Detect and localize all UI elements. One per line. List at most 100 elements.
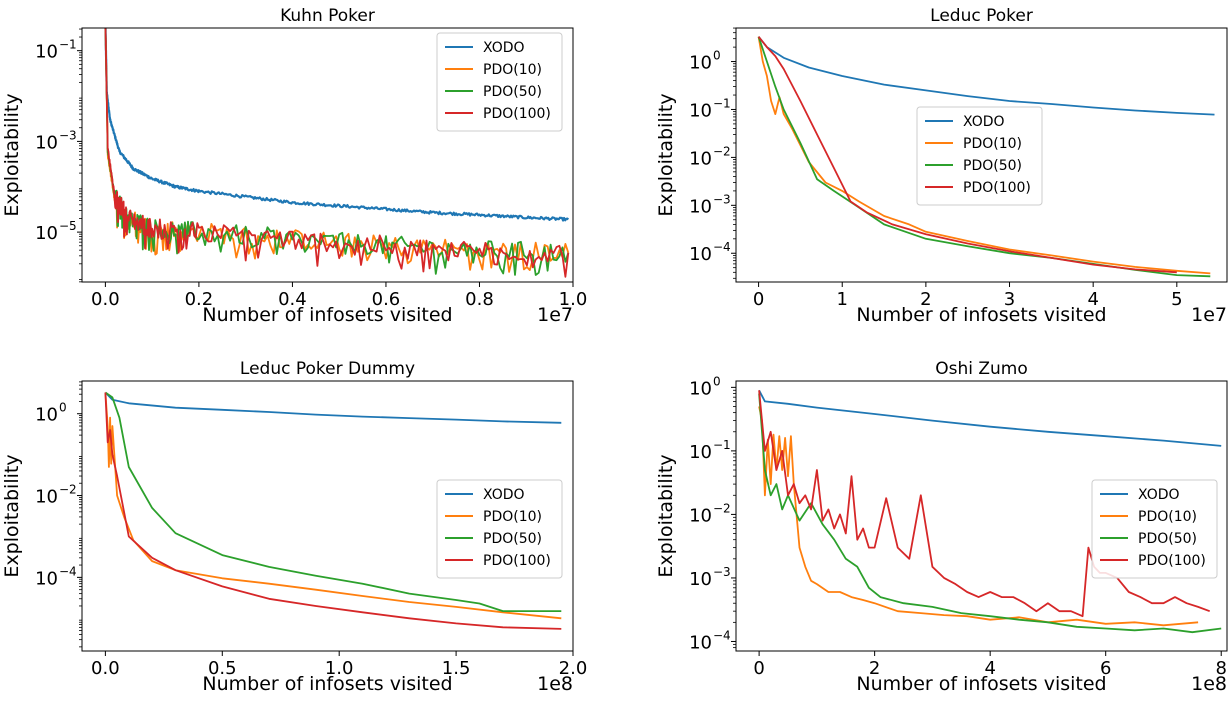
- chart-3-series-line-xodo: [758, 389, 1222, 447]
- chart-1-x-tick-label: 0: [753, 289, 764, 310]
- chart-2-series-line-pdo-100: [104, 392, 562, 630]
- chart-0-x-multiplier-label: 1e7: [537, 304, 573, 326]
- chart-3-series-line-pdo-50: [758, 393, 1222, 634]
- chart-3-legend-label-pdo-50: PDO(50): [1138, 531, 1197, 547]
- chart-3-x-axis-label: Number of infosets visited: [856, 673, 1106, 695]
- chart-2-x-tick-label: 1.0: [325, 658, 354, 679]
- chart-1-x-tick-label: 3: [1004, 289, 1015, 310]
- chart-3-x-multiplier-label: 1e8: [1191, 673, 1227, 695]
- chart-2-series-line-pdo-10: [104, 392, 562, 620]
- chart-3-axes-frame: [735, 380, 1228, 652]
- chart-2-y-tick-exponent: −2: [59, 483, 77, 497]
- chart-0-legend-label-pdo-10: PDO(10): [483, 62, 542, 78]
- chart-2-legend-label-pdo-100: PDO(100): [483, 553, 551, 569]
- chart-3-y-tick-label: 10: [689, 569, 712, 590]
- chart-2-series-line-xodo: [104, 391, 562, 424]
- chart-0-legend-label-pdo-50: PDO(50): [483, 84, 542, 100]
- chart-1-y-tick-label: 10: [689, 148, 712, 169]
- chart-2-x-multiplier-label: 1e8: [537, 673, 573, 695]
- chart-2-x-tick-label: 1.5: [442, 658, 471, 679]
- chart-3-legend-box: [1091, 479, 1218, 579]
- chart-1-legend-box: [916, 106, 1043, 206]
- chart-0-x-tick-label: 0.4: [278, 289, 307, 310]
- chart-3-legend-label-xodo: XODO: [1138, 487, 1180, 503]
- chart-3-x-tick-label: 4: [984, 658, 995, 679]
- chart-2-series-group: [104, 391, 562, 630]
- chart-3-title: Oshi Zumo: [935, 359, 1028, 379]
- chart-1-x-tick-label: 2: [920, 289, 931, 310]
- chart-3-y-tick-exponent: −2: [713, 501, 731, 515]
- chart-2-y-tick-exponent: −4: [59, 564, 77, 578]
- chart-0-x-tick-label: 0.0: [91, 289, 120, 310]
- chart-3-y-tick-label: 10: [689, 632, 712, 653]
- chart-3-y-tick-label: 10: [689, 378, 712, 399]
- chart-0-x-tick-label: 0.2: [185, 289, 214, 310]
- chart-0-x-axis-label: Number of infosets visited: [202, 304, 452, 326]
- chart-1-y-tick-exponent: −1: [713, 96, 731, 110]
- chart-2-y-tick-label: 10: [35, 405, 58, 426]
- chart-2-legend-box: [436, 479, 563, 579]
- chart-0-title: Kuhn Poker: [280, 6, 375, 26]
- chart-1-series-line-xodo: [757, 36, 1215, 116]
- chart-3-y-tick-label: 10: [689, 505, 712, 526]
- chart-3-legend-label-pdo-10: PDO(10): [1138, 509, 1197, 525]
- chart-0-series-line-xodo: [104, 28, 570, 222]
- chart-3-y-tick-exponent: −3: [713, 565, 731, 579]
- chart-0-x-tick-label: 0.8: [465, 289, 494, 310]
- chart-0-y-tick-exponent: −1: [59, 38, 77, 52]
- chart-1-y-axis-label: Exploitability: [655, 93, 677, 216]
- chart-1-y-tick-label: 10: [689, 196, 712, 217]
- chart-1-legend-label-pdo-10: PDO(10): [963, 136, 1022, 152]
- chart-2-legend-label-pdo-10: PDO(10): [483, 509, 542, 525]
- chart-0-y-tick-label: 10: [35, 42, 58, 63]
- chart-1-y-tick-label: 10: [689, 100, 712, 121]
- chart-0-x-tick-label: 1.0: [559, 289, 588, 310]
- chart-2-x-tick-label: 0.0: [91, 658, 120, 679]
- chart-2-x-axis-label: Number of infosets visited: [202, 673, 452, 695]
- chart-1-y-tick-label: 10: [689, 53, 712, 74]
- chart-2-y-tick-label: 10: [35, 487, 58, 508]
- chart-1-axes-frame: [735, 27, 1228, 283]
- chart-0-x-tick-label: 0.6: [372, 289, 401, 310]
- chart-1-y-tick-label: 10: [689, 244, 712, 265]
- chart-0-y-tick-exponent: −5: [59, 219, 77, 233]
- chart-3-x-tick-label: 8: [1215, 658, 1226, 679]
- chart-2-series-line-pdo-50: [104, 391, 562, 612]
- chart-1-title: Leduc Poker: [930, 6, 1033, 26]
- chart-3-series-line-pdo-10: [758, 406, 1199, 627]
- chart-1-series-line-pdo-100: [757, 36, 1177, 274]
- chart-3-x-tick-label: 6: [1100, 658, 1111, 679]
- chart-1-series-group: [757, 36, 1215, 278]
- chart-2-legend: XODO PDO(10) PDO(50) PDO(100): [436, 479, 563, 579]
- chart-0-legend: XODO PDO(10) PDO(50) PDO(100): [436, 32, 563, 132]
- chart-2-y-tick-label: 10: [35, 568, 58, 589]
- chart-3-x-tick-label: 0: [753, 658, 764, 679]
- chart-0-y-tick-label: 10: [35, 132, 58, 153]
- chart-3-legend: XODO PDO(10) PDO(50) PDO(100): [1091, 479, 1218, 579]
- chart-3-y-tick-exponent: −4: [713, 628, 731, 642]
- chart-1-y-tick-exponent: −2: [713, 144, 731, 158]
- chart-3-y-axis-label: Exploitability: [655, 454, 677, 577]
- chart-3-y-tick-exponent: 0: [713, 374, 721, 388]
- chart-2-y-axis-label: Exploitability: [1, 454, 23, 577]
- chart-0-y-axis-label: Exploitability: [1, 93, 23, 216]
- chart-3-y-tick-label: 10: [689, 442, 712, 463]
- chart-2-x-tick-label: 0.5: [208, 658, 237, 679]
- chart-0-y-tick-label: 10: [35, 223, 58, 244]
- chart-1-y-tick-exponent: −4: [713, 240, 731, 254]
- chart-1-x-tick-label: 1: [837, 289, 848, 310]
- chart-2-legend-label-pdo-50: PDO(50): [483, 531, 542, 547]
- chart-1-legend-label-pdo-50: PDO(50): [963, 158, 1022, 174]
- chart-1-x-tick-label: 5: [1171, 289, 1182, 310]
- chart-1-x-axis-label: Number of infosets visited: [856, 304, 1106, 326]
- chart-0-legend-label-pdo-100: PDO(100): [483, 106, 551, 122]
- chart-2-legend-label-xodo: XODO: [483, 487, 525, 503]
- chart-1-legend: XODO PDO(10) PDO(50) PDO(100): [916, 106, 1043, 206]
- chart-2-axes-frame: [81, 380, 574, 652]
- chart-3-x-tick-label: 2: [869, 658, 880, 679]
